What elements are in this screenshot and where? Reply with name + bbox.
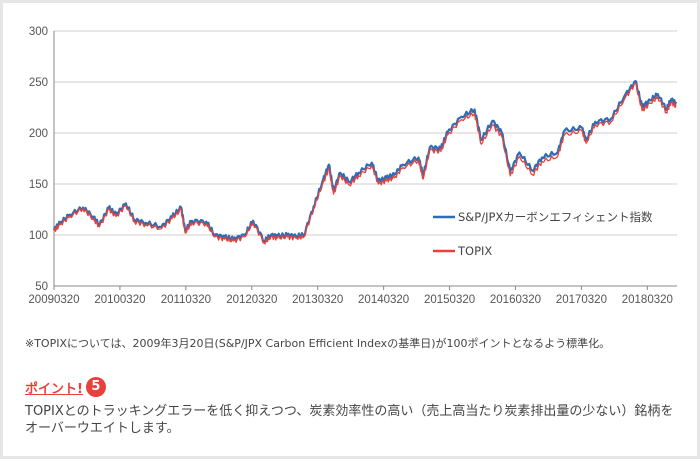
x-tick-label: 20110320: [161, 294, 211, 306]
x-tick-label: 20120320: [226, 294, 277, 306]
point-description: TOPIXとのトラッキングエラーを低く抑えつつ、炭素効率性の高い（売上高当たり炭…: [25, 404, 674, 436]
x-tick-label: 20090320: [28, 294, 79, 306]
x-tick-label: 20150320: [424, 294, 475, 306]
point-heading: ポイント! 5: [25, 377, 106, 397]
x-tick-label: 20130320: [292, 294, 343, 306]
x-tick-label: 20140320: [358, 294, 409, 306]
legend: S&P/JPXカーボンエフィシェント指数 TOPIX: [433, 210, 653, 258]
y-tick-label: 300: [29, 26, 48, 38]
x-tick-label: 20100320: [94, 294, 145, 306]
line-chart: 50 100 150 200 250 300 20090320 20100320 2011032…: [28, 26, 678, 306]
series-line-carbon: [52, 79, 678, 243]
y-tick-label: 100: [29, 230, 48, 242]
y-tick-label: 200: [29, 128, 48, 140]
chart-card: 50 100 150 200 250 300 20090320 20100320 2011032…: [3, 3, 697, 456]
point-label: ポイント!: [25, 381, 83, 397]
legend-label-topix: TOPIX: [457, 244, 492, 258]
x-tick-label: 20170320: [556, 294, 607, 306]
legend-label-carbon: S&P/JPXカーボンエフィシェント指数: [458, 210, 653, 224]
series-line-topix: [53, 82, 677, 245]
y-tick-label: 150: [29, 179, 48, 191]
y-tick-label: 250: [29, 77, 48, 89]
point-number-badge: 5: [85, 377, 106, 397]
y-tick-label: 50: [35, 281, 48, 293]
x-tick-label: 20160320: [490, 294, 541, 306]
footnote: ※TOPIXについては、2009年3月20日(S&P/JPX Carbon Ef…: [25, 337, 611, 350]
x-tick-label: 20180320: [622, 294, 673, 306]
